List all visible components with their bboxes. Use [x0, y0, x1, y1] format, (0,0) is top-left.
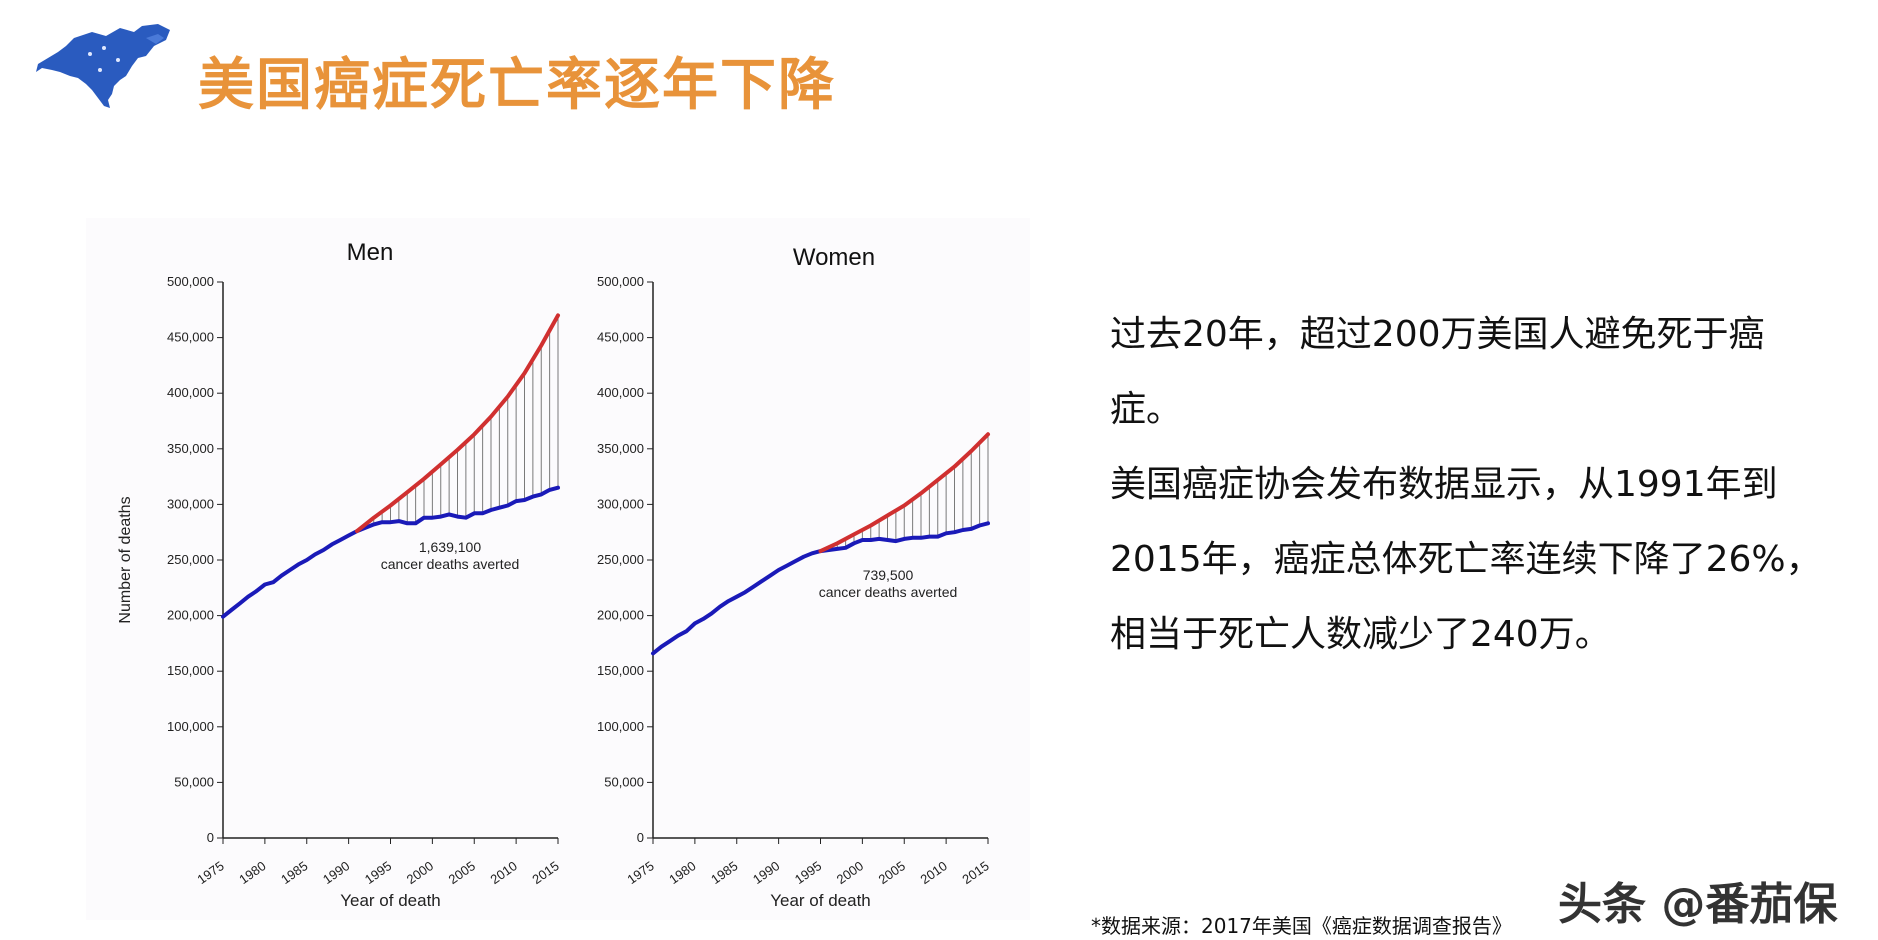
chart1-y-tick-label: 50,000: [174, 774, 214, 789]
chart1-y-tick-label: 150,000: [167, 663, 214, 678]
chart2-y-tick-label: 0: [637, 830, 644, 845]
chart2-x-axis-label: Year of death: [770, 891, 871, 910]
chart1-y-tick-label: 250,000: [167, 552, 214, 567]
chart2-y-tick-label: 250,000: [597, 552, 644, 567]
watermark: 头条 @番茄保: [1558, 879, 1838, 930]
chart2-annotation-count: 739,500: [863, 567, 914, 583]
chart1-y-tick-label: 400,000: [167, 385, 214, 400]
chart1-annotation-count: 1,639,100: [419, 539, 481, 555]
data-source-note: *数据来源：2017年美国《癌症数据调查报告》: [1091, 914, 1512, 938]
summary-paragraph-1: 过去20年，超过200万美国人避免死于癌症。: [1110, 314, 1765, 430]
chart1-y-tick-label: 200,000: [167, 608, 214, 623]
chart2-y-tick-label: 500,000: [597, 274, 644, 289]
chart2-annotation-label: cancer deaths averted: [819, 584, 958, 600]
summary-paragraph-2: 美国癌症协会发布数据显示，从1991年到2015年，癌症总体死亡率连续下降了26…: [1110, 464, 1822, 655]
chart2-expected-deaths-line: [818, 432, 990, 554]
chart1-y-tick-label: 450,000: [167, 330, 214, 345]
chart2-y-tick-label: 450,000: [597, 330, 644, 345]
chart1-expected-deaths-line: [355, 313, 560, 534]
chart2-y-tick-label: 400,000: [597, 385, 644, 400]
page-title: 美国癌症死亡率逐年下降: [198, 53, 836, 118]
chart1-y-axis-label: Number of deaths: [117, 496, 134, 623]
chart1-y-tick-label: 300,000: [167, 496, 214, 511]
chart1-y-tick-label: 100,000: [167, 719, 214, 734]
chart2-title: Women: [793, 244, 875, 271]
chart1-y-tick-label: 0: [207, 830, 214, 845]
chart2-y-tick-label: 300,000: [597, 496, 644, 511]
chart2-y-tick-label: 100,000: [597, 719, 644, 734]
chart1-x-axis-label: Year of death: [340, 891, 441, 910]
chart2-y-tick-label: 50,000: [604, 774, 644, 789]
chart1-title: Men: [347, 239, 394, 266]
chart1-y-tick-label: 350,000: [167, 441, 214, 456]
chart2-y-tick-label: 200,000: [597, 608, 644, 623]
chart1-observed-deaths-line: [221, 485, 560, 619]
chart1-y-tick-label: 500,000: [167, 274, 214, 289]
chart2-y-tick-label: 350,000: [597, 441, 644, 456]
north-america-map-icon: [36, 24, 170, 108]
chart1-annotation-label: cancer deaths averted: [381, 556, 520, 572]
chart2-y-tick-label: 150,000: [597, 663, 644, 678]
